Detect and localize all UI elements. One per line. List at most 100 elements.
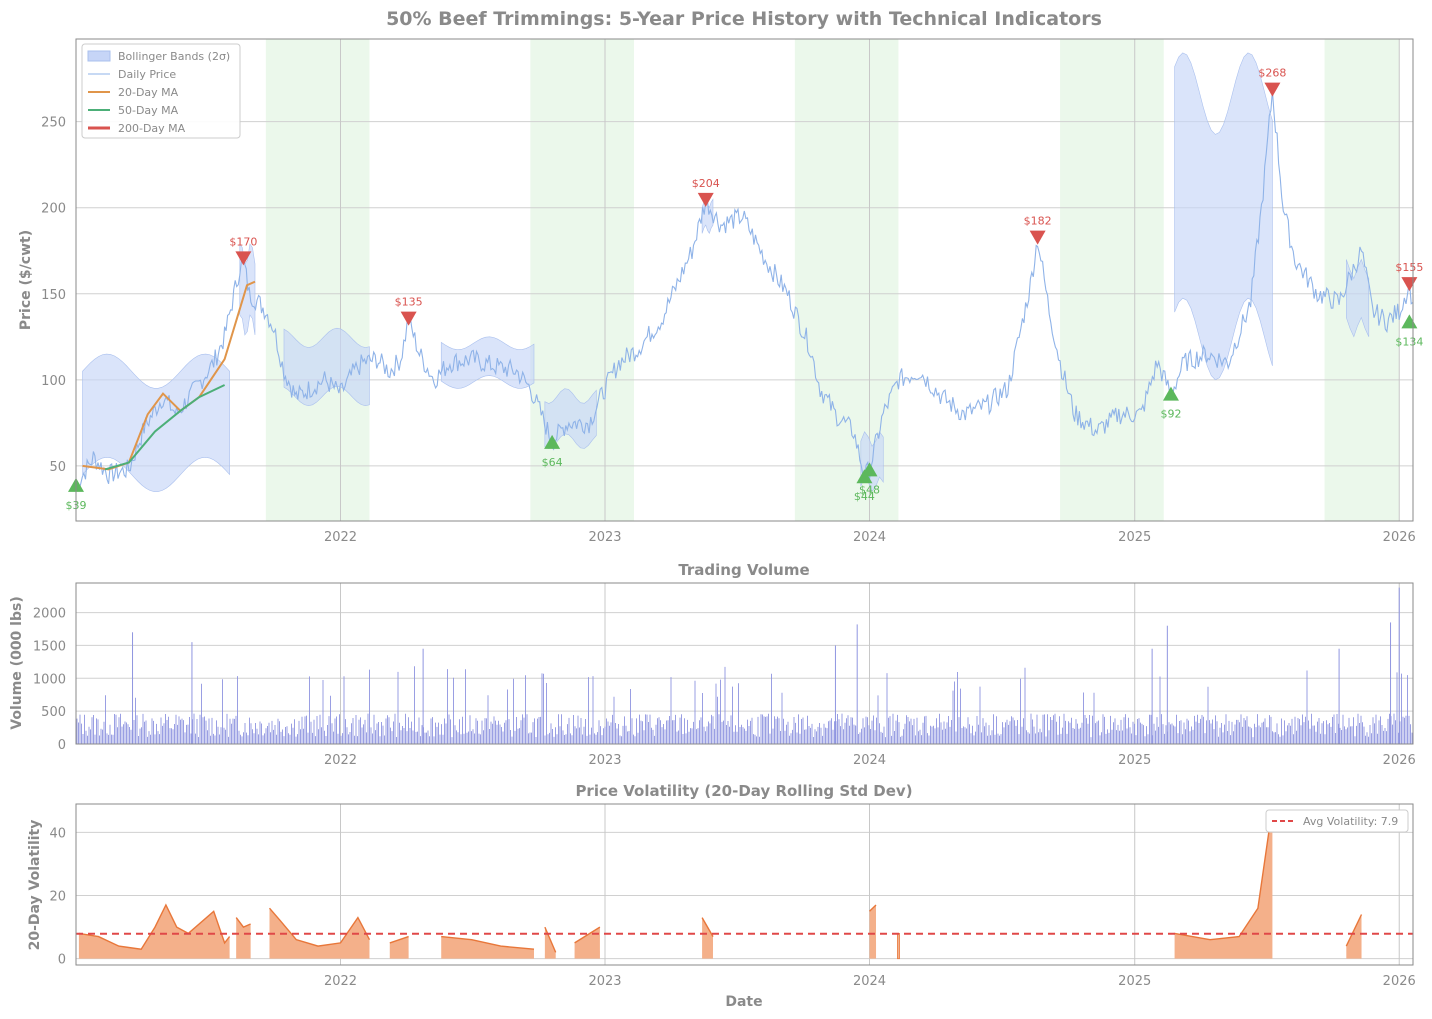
price-plot-frame xyxy=(75,38,1414,522)
peak-label: $155 xyxy=(1395,261,1423,274)
x-tick-label: 2024 xyxy=(853,530,886,545)
volatility-plot-frame xyxy=(75,803,1414,966)
volatility-legend: Avg Volatility: 7.9 xyxy=(1265,809,1409,833)
x-tick-label: 2026 xyxy=(1383,974,1416,989)
y-tick-label: 500 xyxy=(41,705,66,720)
x-tick-label: 2025 xyxy=(1118,974,1151,989)
price-chart-title: 50% Beef Trimmings: 5-Year Price History… xyxy=(386,8,1102,30)
y-tick-label: 20 xyxy=(49,890,66,905)
seasonal-shade xyxy=(1060,39,1164,521)
legend-entry: Avg Volatility: 7.9 xyxy=(1303,815,1398,828)
seasonal-shade xyxy=(265,39,370,521)
y-tick-label: 2000 xyxy=(33,607,66,622)
volume-panel: Trading Volume 0 500 1000 1500 2000 2022 2023 2… xyxy=(9,561,1416,768)
legend-entry: Daily Price xyxy=(118,68,176,81)
peak-label: $268 xyxy=(1258,67,1286,80)
y-tick-label: 0 xyxy=(58,738,66,753)
legend-entry: Bollinger Bands (2σ) xyxy=(118,50,230,63)
y-tick-label: 1500 xyxy=(33,639,66,654)
legend-entry: 50-Day MA xyxy=(118,104,179,117)
volume-chart-title: Trading Volume xyxy=(678,561,809,579)
y-tick-label: 200 xyxy=(41,202,66,217)
legend-swatch-band xyxy=(87,50,111,62)
trough-marker xyxy=(861,462,878,477)
volatility-segment xyxy=(702,917,713,959)
volatility-segment xyxy=(441,936,534,959)
x-tick-label: 2023 xyxy=(588,974,621,989)
volatility-segment xyxy=(1174,810,1273,959)
volatility-segment xyxy=(236,917,251,959)
trough-marker xyxy=(1162,386,1179,401)
trough-label: $134 xyxy=(1395,335,1423,348)
seasonal-shading xyxy=(265,39,1400,521)
x-tick-label: 2025 xyxy=(1118,753,1151,768)
peak-marker xyxy=(235,251,252,266)
volatility-segment xyxy=(897,933,900,960)
peak-label: $204 xyxy=(692,177,720,190)
x-tick-label: 2024 xyxy=(853,974,886,989)
volatility-area xyxy=(78,810,1363,960)
volatility-segment-line xyxy=(389,935,409,944)
y-tick-label: 150 xyxy=(41,288,66,303)
volatility-segment-line xyxy=(441,935,535,950)
volume-axis-ticks: 0 500 1000 1500 2000 2022 2023 2024 2025 2026 xyxy=(33,607,1416,768)
x-tick-label: 2022 xyxy=(324,974,357,989)
y-tick-label: 1000 xyxy=(33,672,66,687)
moving-averages xyxy=(82,280,256,471)
peak-marker xyxy=(697,192,714,207)
volatility-segment-line xyxy=(78,903,231,950)
y-tick-label: 50 xyxy=(49,460,66,475)
bollinger-band xyxy=(1174,52,1273,381)
legend-entry: 200-Day MA xyxy=(118,122,186,135)
volatility-segment-line xyxy=(869,904,877,912)
legend-box xyxy=(81,43,241,139)
x-tick-label: 2023 xyxy=(588,530,621,545)
volume-y-axis-label: Volume (000 lbs) xyxy=(9,596,25,729)
daily-price-line xyxy=(75,90,1414,492)
bollinger-bands xyxy=(82,52,1370,493)
x-tick-label: 2026 xyxy=(1383,530,1416,545)
trough-marker xyxy=(544,434,561,449)
peak-marker xyxy=(1264,82,1281,97)
volume-bars xyxy=(76,587,1413,744)
trough-label: $92 xyxy=(1160,408,1181,421)
y-tick-label: 40 xyxy=(49,826,66,841)
y-tick-label: 100 xyxy=(41,374,66,389)
peak-label: $135 xyxy=(395,296,423,309)
volatility-segment-line xyxy=(1345,914,1363,947)
trough-label: $48 xyxy=(859,483,880,496)
y-tick-label: 0 xyxy=(58,953,66,968)
price-panel: 50% Beef Trimmings: 5-Year Price History… xyxy=(18,8,1423,545)
price-axis-ticks: 50 100 150 200 250 2022 2023 2024 2025 2026 xyxy=(41,116,1416,545)
x-tick-label: 2022 xyxy=(324,753,357,768)
trough-label: $64 xyxy=(542,456,563,469)
volatility-segment-line xyxy=(268,907,371,947)
peak-label: $182 xyxy=(1024,215,1052,228)
volatility-segment xyxy=(269,908,370,959)
volume-plot-area xyxy=(76,583,1413,744)
volatility-segment xyxy=(389,936,409,959)
volatility-segment xyxy=(869,905,877,959)
legend-box xyxy=(1265,809,1409,833)
volatility-panel: Price Volatility (20-Day Rolling Std Dev… xyxy=(27,782,1416,1010)
price-legend: Bollinger Bands (2σ) Daily Price 20-Day MA… xyxy=(81,43,241,139)
volatility-segment xyxy=(574,927,600,959)
bollinger-band xyxy=(82,353,230,492)
x-tick-label: 2024 xyxy=(853,753,886,768)
x-tick-label: 2026 xyxy=(1383,753,1416,768)
volatility-segment-line xyxy=(701,917,714,937)
legend-entry: 20-Day MA xyxy=(118,86,179,99)
price-y-axis-label: Price ($/cwt) xyxy=(18,230,34,330)
ma50-series xyxy=(104,384,226,471)
y-tick-label: 250 xyxy=(41,116,66,131)
peak-marker xyxy=(1029,230,1046,245)
x-tick-label: 2023 xyxy=(588,753,621,768)
bollinger-band xyxy=(1346,258,1370,338)
volatility-axis-ticks: 0 20 40 2022 2023 2024 2025 2026 xyxy=(49,826,1415,989)
volatility-chart-title: Price Volatility (20-Day Rolling Std Dev… xyxy=(575,782,912,800)
volatility-y-axis-label: 20-Day Volatility xyxy=(27,820,43,951)
volatility-segment-line xyxy=(574,926,601,944)
bollinger-band xyxy=(283,327,370,406)
volume-bars-series xyxy=(76,666,1413,744)
